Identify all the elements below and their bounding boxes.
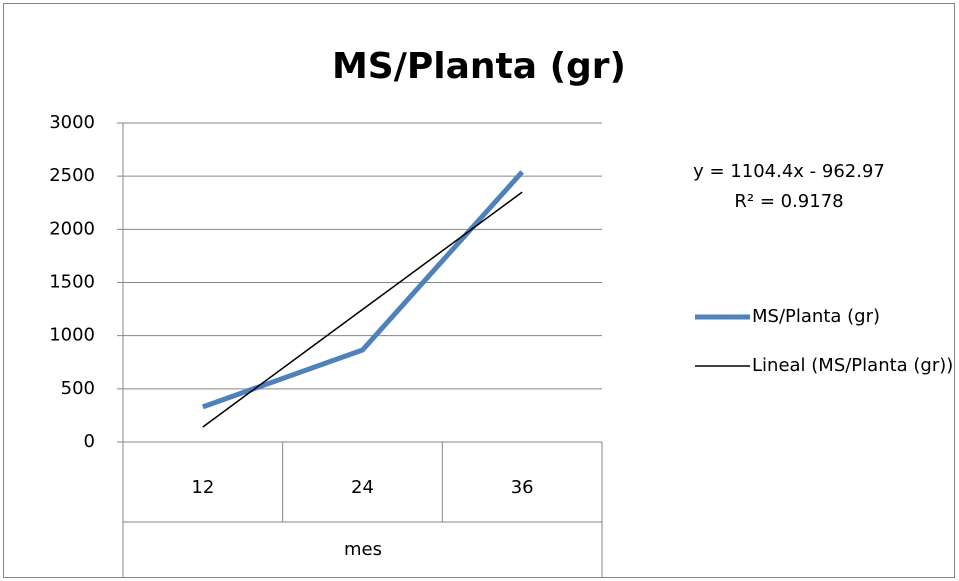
chart-border [3,3,955,578]
annotation: y = 1104.4x - 962.97 [693,161,885,182]
x-tick-label: 24 [351,477,374,498]
y-tick-label: 2000 [49,218,95,239]
x-tick-label: 36 [511,477,534,498]
chart-title: MS/Planta (gr) [332,46,626,87]
x-tick-label: 12 [191,477,214,498]
y-tick-label: 0 [84,431,95,452]
trend-line [202,191,523,428]
legend-label: MS/Planta (gr) [752,306,880,327]
y-tick-label: 3000 [49,112,95,133]
x-axis-label: mes [344,539,382,560]
y-tick-label: 1500 [49,272,95,293]
legend-label: Lineal (MS/Planta (gr)) [752,355,953,376]
annotation: R² = 0.9178 [734,191,843,212]
y-tick-label: 2500 [49,165,95,186]
y-tick-label: 500 [61,378,95,399]
y-tick-label: 1000 [49,325,95,346]
